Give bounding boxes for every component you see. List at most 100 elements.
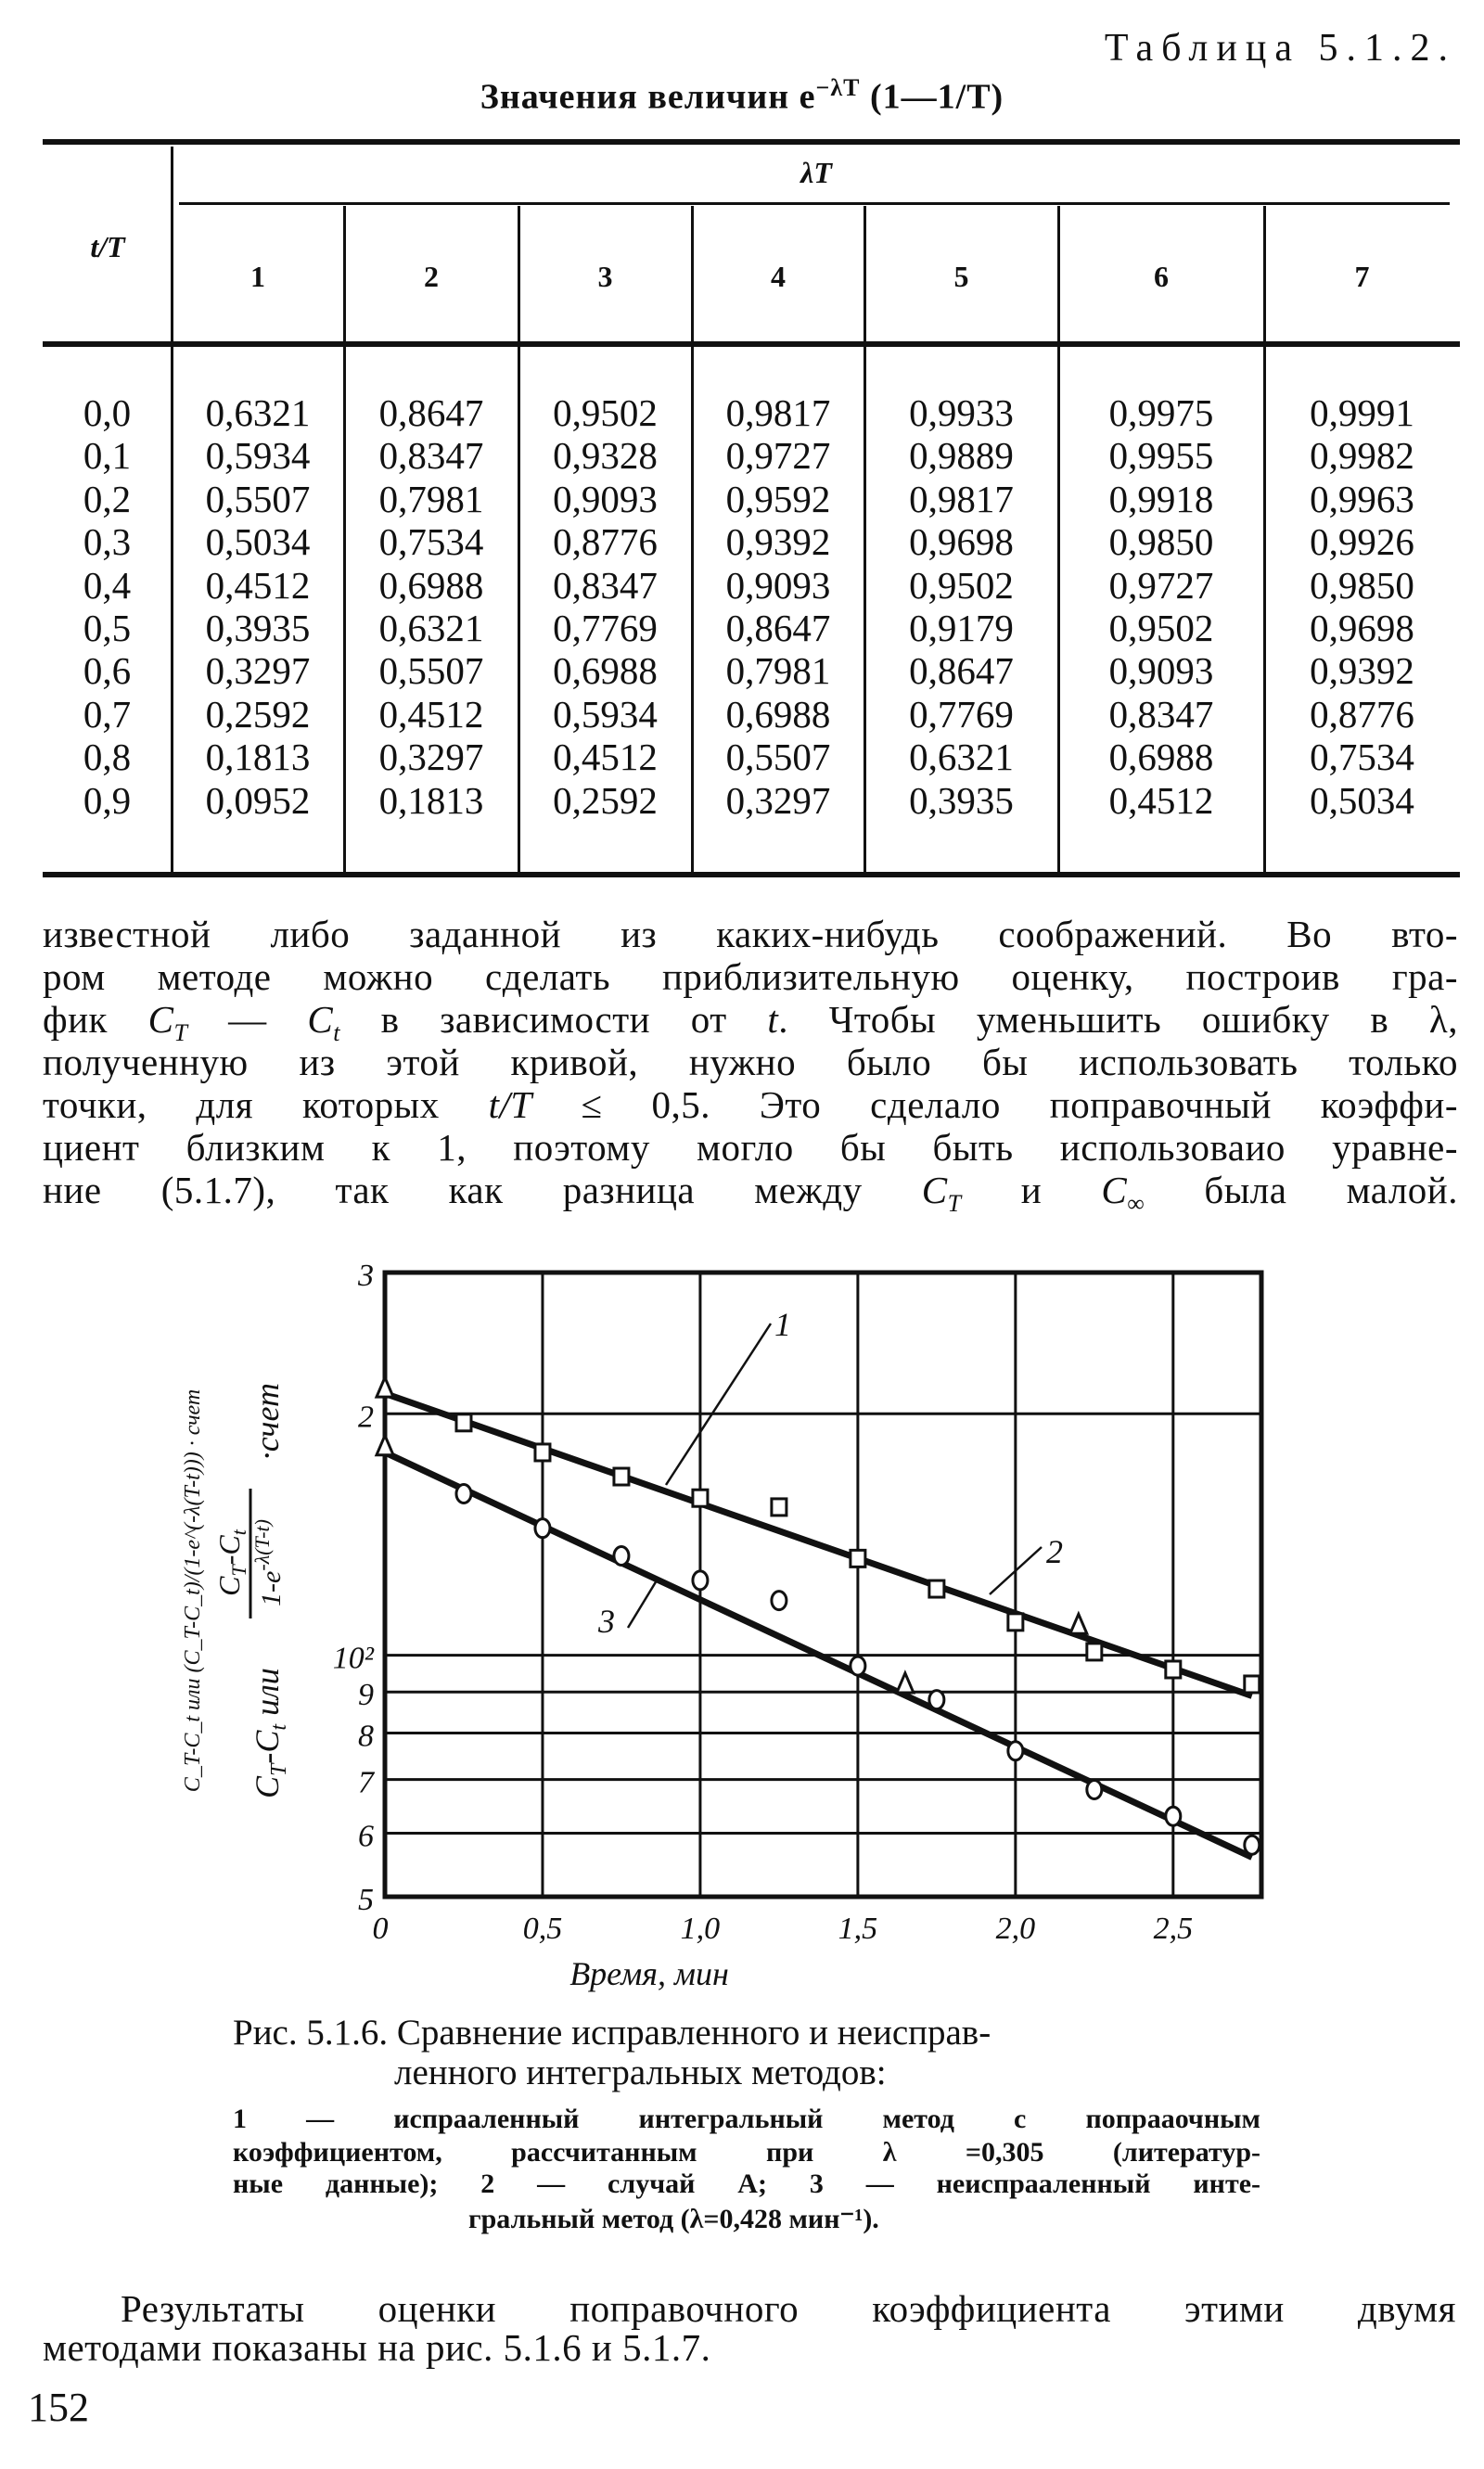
column-divider (691, 206, 694, 341)
row-label: 0,4 (83, 563, 132, 607)
table-top-rule (43, 139, 1460, 145)
plot-border (382, 1270, 1264, 1900)
column-divider (343, 347, 346, 872)
data-point-circle (1006, 1740, 1025, 1762)
table-cell: 0,5507 (378, 649, 484, 693)
table-cell: 0,7534 (378, 520, 484, 564)
table-cell: 0,6321 (909, 736, 1014, 779)
table-cell: 0,1813 (378, 778, 484, 822)
table-cell: 0,3297 (205, 649, 311, 693)
series-1-fit-line (383, 1390, 1253, 1699)
table-cell: 0,9918 (1108, 477, 1214, 520)
header-bottom-rule (43, 341, 1460, 347)
table-cell: 0,9955 (1108, 434, 1214, 478)
text-line: ние (5.1.7), так как разница между CT и … (43, 1169, 1458, 1218)
series-2-label: 2 (1046, 1533, 1063, 1570)
table-cell: 0,6988 (553, 649, 658, 693)
table-number: Таблица 5.1.2. (1104, 27, 1456, 70)
table-cell: 0,1813 (205, 736, 311, 779)
figure-legend-line: ные данные); 2 — случай A; 3 — неиспраал… (233, 2168, 1260, 2199)
table-cell: 0,9933 (909, 391, 1014, 434)
data-point-circle (849, 1655, 867, 1677)
column-divider (1057, 206, 1060, 341)
group-header: λT (800, 156, 832, 189)
table-cell: 0,9698 (909, 520, 1014, 564)
row-label: 0,2 (83, 477, 132, 520)
figure-legend-line: коэффициентом, рассчитанным при λ =0,305… (233, 2137, 1260, 2168)
y-tick-label: 7 (358, 1766, 376, 1800)
x-tick-label: 2,0 (996, 1912, 1036, 1946)
series-2-leader (989, 1546, 1043, 1595)
series-1-leader (664, 1323, 773, 1486)
text-line: Результаты оценки поправочного коэффицие… (121, 2287, 1456, 2330)
table-cell: 0,8776 (1310, 692, 1414, 736)
table-cell: 0,7769 (909, 692, 1014, 736)
y-tick-label: 6 (358, 1820, 374, 1854)
data-point-circle (454, 1482, 473, 1504)
series-3-leader (626, 1580, 659, 1629)
table-cell: 0,8776 (553, 520, 658, 564)
row-label: 0,1 (83, 434, 132, 478)
text-line: циент близким к 1, поэтому могло бы быть… (43, 1126, 1458, 1169)
column-divider (691, 347, 694, 872)
figure-legend-line: 1 — испрааленный интегральный метод с по… (233, 2104, 1260, 2134)
row-label: 0,5 (83, 607, 132, 649)
title-suffix: (1—1/T) (860, 77, 1004, 117)
table-cell: 0,9093 (553, 477, 658, 520)
table-cell: 0,9502 (1108, 607, 1214, 649)
table-bottom-rule (43, 872, 1460, 877)
page-number: 152 (28, 2385, 89, 2430)
table-cell: 0,7534 (1310, 736, 1414, 779)
title-text: Значения величин e (480, 77, 816, 117)
table-cell: 0,9093 (1108, 649, 1214, 693)
column-divider (518, 347, 520, 872)
figure-legend-line: гральный метод (λ=0,428 мин⁻¹). (468, 2204, 879, 2234)
data-point-circle (1085, 1779, 1104, 1801)
x-tick-label: 0,5 (523, 1912, 563, 1946)
table-cell: 0,8347 (378, 434, 484, 478)
table-cell: 0,9727 (1108, 563, 1214, 607)
y-axis-title-numerator: CT-Ct (212, 1529, 250, 1596)
table-cell: 0,9982 (1310, 434, 1414, 478)
data-point-circle (612, 1545, 631, 1567)
data-point-circle (691, 1569, 710, 1592)
table-title: Значения величин e−λT (1—1/T) (0, 74, 1484, 118)
data-point-circle (1164, 1805, 1183, 1827)
table-cell: 0,5034 (1310, 778, 1414, 822)
data-point-triangle (374, 1374, 396, 1399)
table-cell: 0,9975 (1108, 391, 1214, 434)
data-point-triangle (374, 1431, 396, 1457)
series-1-label: 1 (774, 1306, 791, 1343)
table-cell: 0,9502 (909, 563, 1014, 607)
y-axis-title-text: C_T-C_t или (C_T-C_t)/(1-e^(-λ(T-t))) · … (181, 1389, 205, 1792)
table-cell: 0,6988 (378, 563, 484, 607)
x-tick-label: 2,5 (1154, 1912, 1194, 1946)
text-line: полученную из этой кривой, нужно было бы… (43, 1041, 1458, 1083)
table-cell: 0,3297 (725, 778, 831, 822)
table-cell: 0,9392 (1310, 649, 1414, 693)
column-divider (864, 206, 866, 341)
y-tick-label: 2 (358, 1400, 374, 1434)
data-point-circle (533, 1517, 552, 1540)
data-point-circle (1243, 1834, 1261, 1856)
table-cell: 0,9817 (725, 391, 831, 434)
table-cell: 0,5507 (725, 736, 831, 779)
x-axis-title: Время, мин (569, 1955, 729, 1992)
table-cell: 0,9850 (1310, 563, 1414, 607)
row-label: 0,6 (83, 649, 132, 693)
y-tick-label: 5 (358, 1883, 374, 1917)
column-divider (1263, 347, 1266, 872)
text-line: фик CT — Ct в зависимости от t. Чтобы ум… (43, 998, 1459, 1047)
column-header: 3 (597, 260, 613, 293)
table-cell: 0,3935 (205, 607, 311, 649)
column-divider (518, 206, 520, 341)
figure-caption-line: ленного интегральных методов: (394, 2053, 887, 2092)
table-cell: 0,5934 (205, 434, 311, 478)
text-line: методами показаны на рис. 5.1.6 и 5.1.7. (43, 2326, 711, 2369)
table-cell: 0,9392 (725, 520, 831, 564)
table-cell: 0,9926 (1310, 520, 1414, 564)
x-tick-label: 0 (373, 1912, 389, 1946)
data-point-square (770, 1497, 788, 1517)
